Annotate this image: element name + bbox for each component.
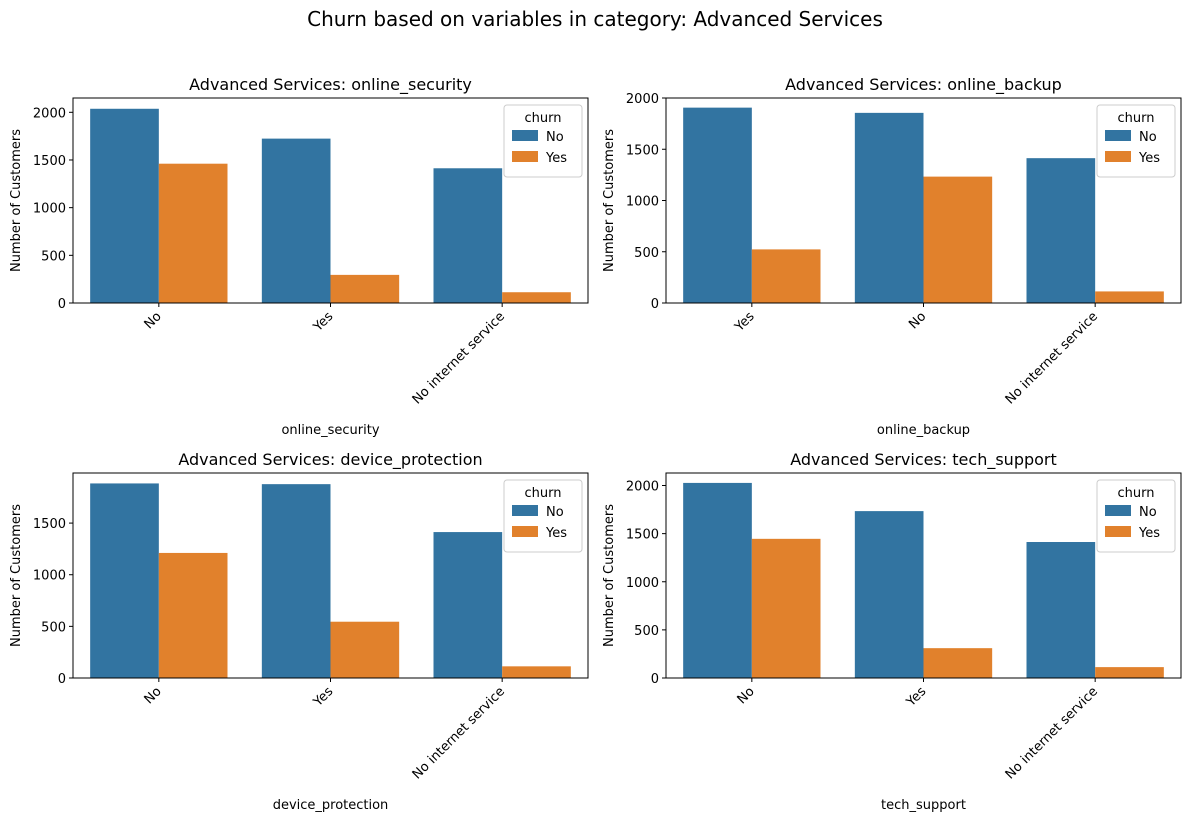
x-tick-label: No internet service <box>1003 684 1101 782</box>
x-tick-label: Yes <box>310 309 336 335</box>
bar-no-1 <box>683 107 752 303</box>
y-tick-label: 1000 <box>33 202 66 217</box>
y-tick-label: 500 <box>634 624 659 639</box>
x-tick-label: No internet service <box>1003 309 1101 407</box>
bar-yes-3 <box>502 292 571 303</box>
x-axis-label: device_protection <box>273 798 389 813</box>
bar-yes-1 <box>158 552 228 678</box>
bar-no-2 <box>261 138 331 303</box>
y-tick-label: 1500 <box>626 143 659 158</box>
bar-yes-2 <box>923 648 993 678</box>
legend-title: churn <box>525 111 562 126</box>
legend-swatch-no <box>1105 505 1131 516</box>
y-tick-label: 1000 <box>626 576 659 591</box>
x-axis-label: online_backup <box>877 423 970 438</box>
y-tick-label: 0 <box>58 672 66 687</box>
y-axis-label: Number of Customers <box>9 129 24 272</box>
y-tick-label: 2000 <box>626 92 659 107</box>
x-tick-label: No <box>906 309 929 332</box>
chart-panel-2: 0 500 1000 1500 2000 Yes No No internet service… <box>602 75 1182 438</box>
legend-label-yes: Yes <box>545 151 567 166</box>
bar-no-3 <box>433 532 503 678</box>
bar-no-2 <box>854 112 924 303</box>
y-tick-label: 2000 <box>626 480 659 495</box>
legend-swatch-yes <box>512 151 538 162</box>
bar-no-1 <box>90 108 159 304</box>
x-tick-label: Yes <box>903 684 929 710</box>
bar-yes-3 <box>1095 291 1164 303</box>
legend-label-no: No <box>1139 130 1157 145</box>
x-tick-label: No internet service <box>410 684 508 782</box>
x-tick-label: No <box>735 684 758 707</box>
panel-title: Advanced Services: device_protection <box>178 450 482 470</box>
legend-swatch-yes <box>1105 151 1131 162</box>
legend-title: churn <box>525 486 562 501</box>
legend-swatch-no <box>512 505 538 516</box>
legend-swatch-no <box>1105 130 1131 141</box>
y-tick-label: 500 <box>41 620 66 635</box>
legend: churn No Yes <box>1096 104 1176 178</box>
legend: churn No Yes <box>503 104 583 178</box>
y-tick-label: 500 <box>41 249 66 264</box>
legend-label-no: No <box>546 130 564 145</box>
bar-yes-3 <box>1095 667 1164 678</box>
y-tick-label: 0 <box>58 297 66 312</box>
bar-no-2 <box>854 511 924 678</box>
bar-yes-1 <box>158 163 228 303</box>
bar-no-3 <box>1026 542 1096 678</box>
bar-yes-2 <box>330 621 400 678</box>
legend-swatch-yes <box>1105 526 1131 537</box>
panel-title: Advanced Services: online_backup <box>785 75 1062 95</box>
panel-title: Advanced Services: tech_support <box>790 450 1057 470</box>
x-tick-label: No <box>142 309 165 332</box>
legend-label-no: No <box>1139 505 1157 520</box>
y-axis-label: Number of Customers <box>602 129 617 272</box>
legend: churn No Yes <box>503 479 583 553</box>
x-tick-label: No <box>142 684 165 707</box>
x-tick-label: Yes <box>310 684 336 710</box>
bar-no-1 <box>683 482 752 678</box>
bar-yes-1 <box>751 249 821 303</box>
x-tick-label: No internet service <box>410 309 508 407</box>
chart-panel-3: 0 500 1000 1500 No Yes No internet service Adva… <box>9 450 589 813</box>
chart-panel-4: 0 500 1000 1500 2000 No Yes No internet service… <box>602 450 1182 813</box>
legend-label-yes: Yes <box>1138 151 1160 166</box>
y-tick-label: 0 <box>651 672 659 687</box>
y-tick-label: 1500 <box>626 528 659 543</box>
bar-yes-2 <box>923 176 993 303</box>
y-tick-label: 1500 <box>33 517 66 532</box>
x-axis-label: tech_support <box>881 798 966 813</box>
bar-no-3 <box>433 168 503 303</box>
bar-no-2 <box>261 484 331 678</box>
chart-panel-1: 0 500 1000 1500 2000 No Yes No internet service… <box>9 75 589 438</box>
panel-title: Advanced Services: online_security <box>189 75 472 95</box>
bar-no-3 <box>1026 158 1096 303</box>
y-tick-label: 1000 <box>33 569 66 584</box>
y-tick-label: 2000 <box>33 106 66 121</box>
x-tick-label: Yes <box>731 309 757 335</box>
y-tick-label: 0 <box>651 297 659 312</box>
legend-swatch-yes <box>512 526 538 537</box>
bar-yes-3 <box>502 666 571 678</box>
bar-no-1 <box>90 483 159 678</box>
legend-title: churn <box>1118 486 1155 501</box>
y-axis-label: Number of Customers <box>9 504 24 647</box>
y-tick-label: 500 <box>634 246 659 261</box>
legend-label-yes: Yes <box>545 526 567 541</box>
x-axis-label: online_security <box>281 423 379 438</box>
legend-label-yes: Yes <box>1138 526 1160 541</box>
y-tick-label: 1000 <box>626 195 659 210</box>
legend-title: churn <box>1118 111 1155 126</box>
y-tick-label: 1500 <box>33 154 66 169</box>
figure-title: Churn based on variables in category: Ad… <box>307 7 883 31</box>
bar-yes-1 <box>751 538 821 678</box>
legend: churn No Yes <box>1096 479 1176 553</box>
y-axis-label: Number of Customers <box>602 504 617 647</box>
legend-label-no: No <box>546 505 564 520</box>
legend-swatch-no <box>512 130 538 141</box>
bar-yes-2 <box>330 274 400 303</box>
